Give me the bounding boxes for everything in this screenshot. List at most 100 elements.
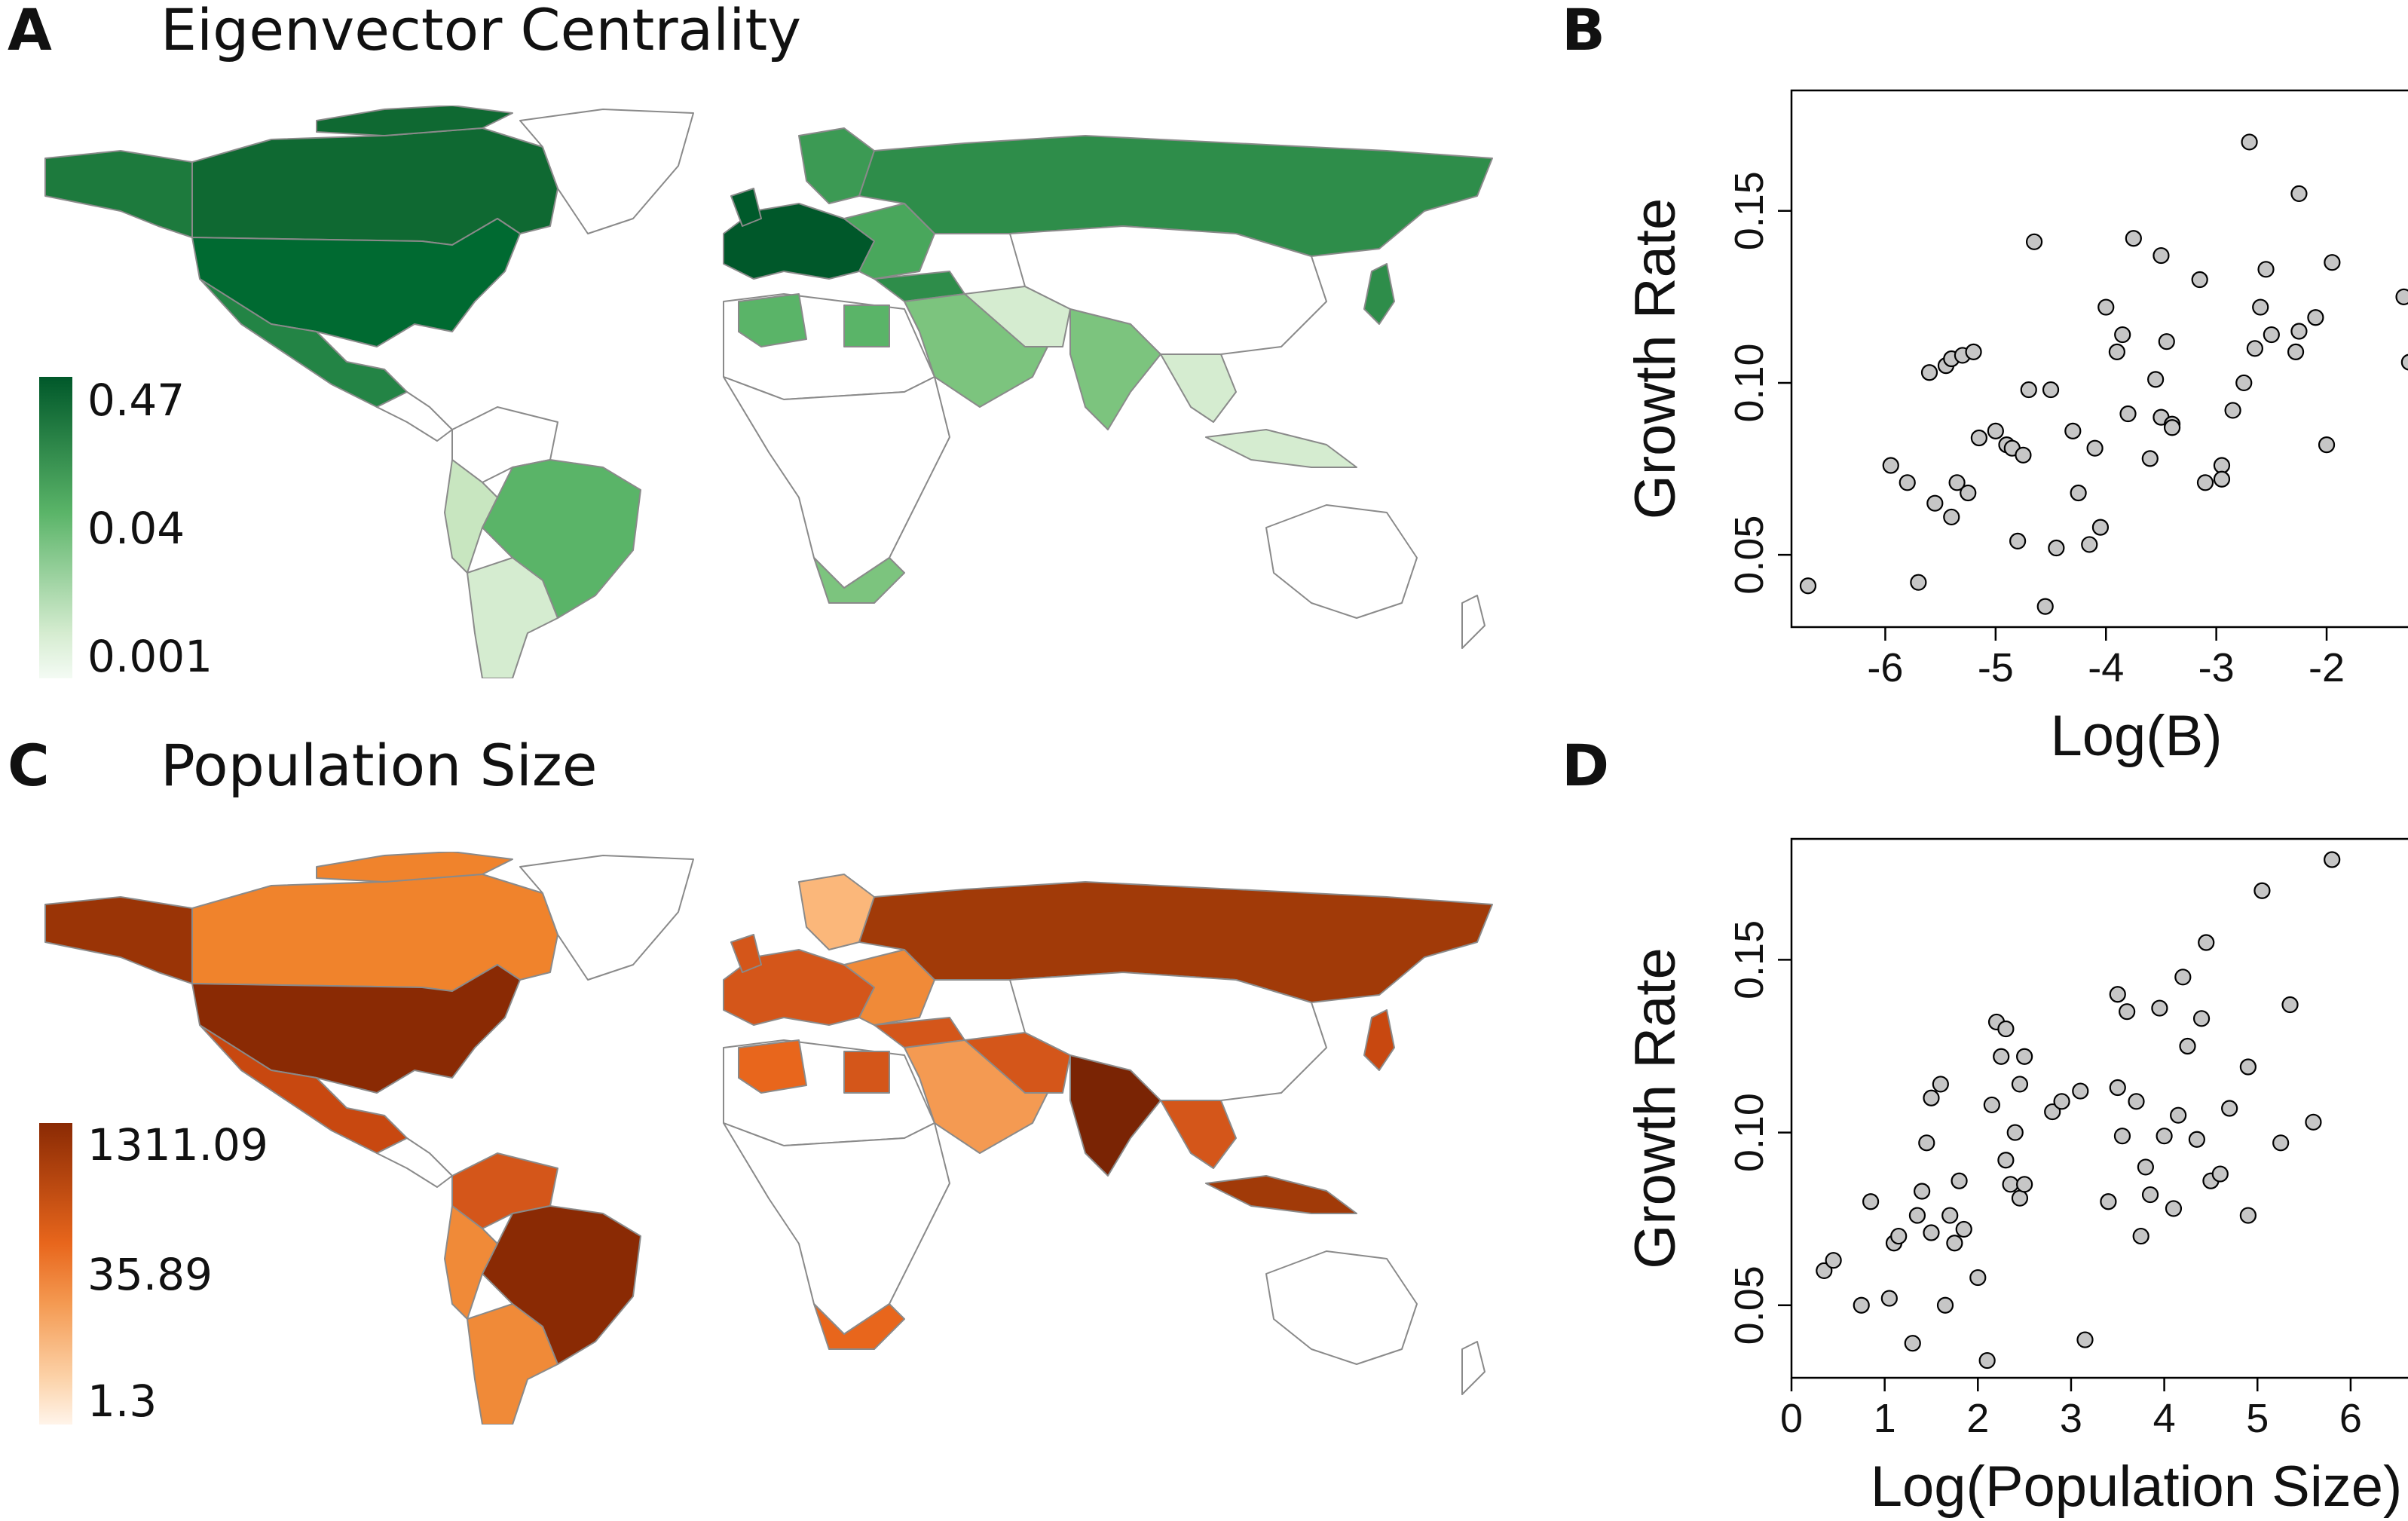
region-indonesia xyxy=(1205,1175,1357,1214)
data-point xyxy=(2015,446,2032,464)
legend-tick-high: 0.47 xyxy=(87,375,185,426)
data-point xyxy=(2053,1093,2070,1110)
data-point xyxy=(2170,1106,2187,1124)
data-point xyxy=(2153,246,2170,265)
data-point xyxy=(2213,457,2231,474)
legend-tick-low: 0.001 xyxy=(87,631,213,682)
region-indonesia xyxy=(1205,429,1357,468)
data-point xyxy=(2119,1003,2136,1021)
data-point xyxy=(2290,185,2308,203)
country-uk xyxy=(730,188,762,227)
region-southeast-asia xyxy=(1160,1100,1237,1169)
data-point xyxy=(2318,436,2336,454)
plot-frame xyxy=(1790,837,2408,1379)
panel-title-c: Population Size xyxy=(161,732,598,799)
country-algeria xyxy=(738,293,807,347)
data-point xyxy=(1918,1134,1935,1152)
data-point xyxy=(2097,298,2115,316)
country-greenland xyxy=(519,855,694,981)
data-point xyxy=(2009,532,2027,549)
legend-eigenvector-centrality: 0.47 0.04 0.001 xyxy=(39,377,265,678)
y-axis-label: Growth Rate xyxy=(1623,198,1687,520)
x-axis-label: Log(Population Size) xyxy=(1871,1455,2403,1519)
data-point xyxy=(1993,1048,2010,1065)
data-point xyxy=(2324,851,2341,868)
data-point xyxy=(2044,1103,2061,1121)
region-southern-cone xyxy=(467,1303,558,1425)
data-point xyxy=(2224,402,2241,419)
y-tick-label: 0.15 xyxy=(1727,920,1772,999)
data-point xyxy=(2253,882,2271,899)
map-eigenvector-centrality xyxy=(44,106,1493,678)
data-point xyxy=(1997,1020,2015,1038)
country-egypt xyxy=(843,305,890,347)
data-point xyxy=(2324,254,2341,271)
country-alaska xyxy=(44,896,193,984)
region-central-africa xyxy=(723,376,950,589)
legend-tick-low: 1.3 xyxy=(87,1376,158,1427)
data-point xyxy=(1960,484,1977,502)
data-point xyxy=(1882,457,1899,474)
panel-title-a: Eigenvector Centrality xyxy=(161,0,802,63)
data-point xyxy=(2221,1100,2238,1117)
data-point xyxy=(1932,1076,1949,1093)
country-new-zealand xyxy=(1461,1341,1485,1395)
country-south-africa xyxy=(813,557,905,604)
data-point xyxy=(1951,1172,1968,1189)
region-andes xyxy=(444,459,498,574)
data-point xyxy=(2147,371,2165,388)
legend-gradient-orange xyxy=(39,1123,72,1425)
panel-letter-b: B xyxy=(1562,0,1605,63)
data-point xyxy=(1943,508,1960,526)
legend-population-size: 1311.09 35.89 1.3 xyxy=(39,1123,295,1425)
data-point xyxy=(2132,1227,2149,1245)
data-point xyxy=(1825,1252,1842,1269)
region-china xyxy=(1009,972,1327,1101)
data-point xyxy=(2016,1176,2033,1193)
x-tick-label: -6 xyxy=(1867,645,1903,690)
data-point xyxy=(2239,1058,2257,1076)
data-point xyxy=(1936,1296,1954,1314)
country-japan xyxy=(1363,1009,1395,1071)
data-point xyxy=(1997,1152,2015,1169)
data-point xyxy=(2272,1134,2290,1152)
data-point xyxy=(2042,381,2060,399)
data-point xyxy=(2020,381,2037,399)
x-axis-label: Log(B) xyxy=(2050,704,2222,768)
data-point xyxy=(2188,1131,2205,1148)
data-point xyxy=(2165,1200,2183,1217)
arctic-islands xyxy=(316,106,513,136)
data-point xyxy=(1853,1296,1870,1314)
data-point xyxy=(1910,574,1927,591)
data-point xyxy=(1969,1269,1987,1287)
data-point xyxy=(2400,353,2408,371)
region-southern-cone xyxy=(467,557,558,678)
y-tick-label: 0.10 xyxy=(1727,343,1772,422)
panel-letter-c: C xyxy=(8,732,50,799)
data-point xyxy=(1946,1235,1963,1252)
x-tick-label: -3 xyxy=(2198,645,2235,690)
data-point xyxy=(2163,419,2181,436)
x-tick-label: 3 xyxy=(2060,1396,2082,1441)
x-tick-label: 1 xyxy=(1874,1396,1896,1441)
x-tick-label: -5 xyxy=(1978,645,2014,690)
data-point xyxy=(2281,996,2299,1014)
data-point xyxy=(1978,1351,1996,1370)
data-point xyxy=(1862,1193,1880,1210)
x-tick-label: 6 xyxy=(2339,1396,2362,1441)
data-point xyxy=(2239,1207,2257,1224)
country-russia xyxy=(858,881,1493,1003)
map-population-size xyxy=(44,852,1493,1425)
x-tick-label: 2 xyxy=(1966,1396,1989,1441)
country-japan xyxy=(1363,263,1395,325)
country-greenland xyxy=(519,109,694,234)
data-point xyxy=(2016,1048,2033,1065)
x-tick-label: 0 xyxy=(1780,1396,1803,1441)
data-point xyxy=(2119,405,2137,423)
data-point xyxy=(2198,934,2215,951)
data-point xyxy=(2211,1165,2229,1183)
data-point xyxy=(1970,429,1987,447)
data-point xyxy=(2395,288,2408,305)
data-point xyxy=(2048,539,2065,557)
